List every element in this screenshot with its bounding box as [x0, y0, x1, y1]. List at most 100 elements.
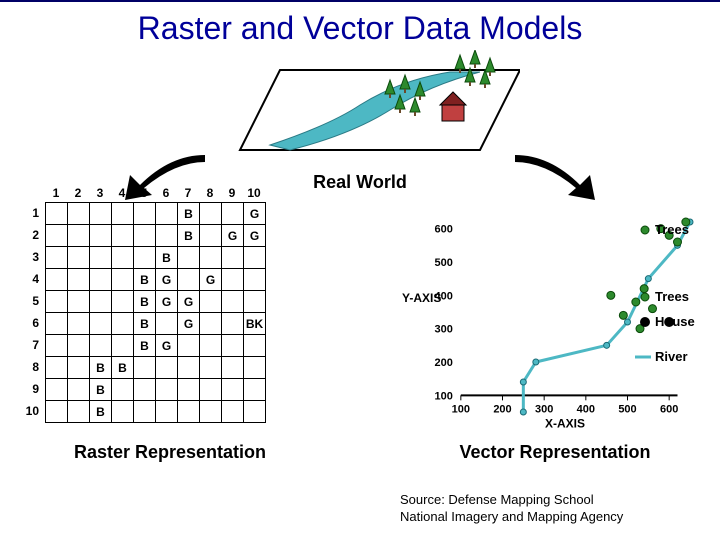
raster-col-header: 9: [221, 186, 243, 200]
raster-cell: [222, 357, 244, 379]
svg-text:River: River: [655, 349, 688, 364]
raster-cell: [46, 291, 68, 313]
raster-cell: [90, 269, 112, 291]
raster-cell: [112, 379, 134, 401]
raster-cell: [90, 203, 112, 225]
raster-cell: [112, 203, 134, 225]
raster-cell: [46, 203, 68, 225]
raster-cell: [200, 247, 222, 269]
raster-row-header: 10: [20, 400, 42, 422]
raster-cell: [200, 313, 222, 335]
raster-cell: [68, 269, 90, 291]
raster-cell: [222, 269, 244, 291]
raster-cell: [90, 291, 112, 313]
raster-cell: G: [156, 335, 178, 357]
raster-cell: B: [134, 269, 156, 291]
raster-grid: BGBGGBBGGBGGBGBKBGBBBB: [45, 202, 266, 423]
raster-cell: [134, 225, 156, 247]
raster-cell: [200, 203, 222, 225]
raster-cell: [112, 335, 134, 357]
raster-cell: [244, 401, 266, 423]
raster-cell: [68, 225, 90, 247]
raster-cell: [222, 203, 244, 225]
raster-cell: [156, 313, 178, 335]
raster-cell: [90, 313, 112, 335]
raster-row-header: 8: [20, 356, 42, 378]
raster-cell: [134, 247, 156, 269]
svg-text:600: 600: [434, 224, 452, 236]
raster-row-header: 7: [20, 334, 42, 356]
raster-cell: [200, 357, 222, 379]
raster-cell: [46, 335, 68, 357]
svg-text:100: 100: [452, 403, 470, 415]
raster-col-header: 8: [199, 186, 221, 200]
raster-representation: 12345678910 12345678910 BGBGGBBGGBGGBGBK…: [20, 202, 320, 462]
raster-cell: [222, 313, 244, 335]
raster-cell: [200, 225, 222, 247]
raster-cell: [112, 313, 134, 335]
raster-cell: [244, 247, 266, 269]
raster-cell: [90, 225, 112, 247]
raster-cell: [200, 401, 222, 423]
raster-cell: [46, 225, 68, 247]
raster-col-header: 4: [111, 186, 133, 200]
raster-cell: [68, 247, 90, 269]
raster-cell: [244, 379, 266, 401]
raster-row-header: 4: [20, 268, 42, 290]
raster-cell: [68, 313, 90, 335]
real-world-illustration: [200, 50, 520, 170]
raster-cell: [244, 357, 266, 379]
raster-cell: G: [244, 203, 266, 225]
raster-cell: [244, 291, 266, 313]
raster-cell: BK: [244, 313, 266, 335]
raster-cell: [222, 401, 244, 423]
raster-cell: B: [134, 313, 156, 335]
raster-cell: [112, 401, 134, 423]
raster-col-headers: 12345678910: [45, 186, 265, 200]
raster-row-header: 6: [20, 312, 42, 334]
raster-cell: B: [178, 203, 200, 225]
svg-text:Trees: Trees: [655, 222, 689, 237]
raster-cell: G: [156, 269, 178, 291]
raster-row-header: 3: [20, 246, 42, 268]
raster-cell: [156, 203, 178, 225]
raster-cell: B: [134, 291, 156, 313]
raster-cell: [156, 357, 178, 379]
raster-col-header: 6: [155, 186, 177, 200]
svg-text:400: 400: [577, 403, 595, 415]
raster-col-header: 5: [133, 186, 155, 200]
raster-cell: [68, 379, 90, 401]
raster-cell: [90, 335, 112, 357]
page-title: Raster and Vector Data Models: [0, 10, 720, 47]
svg-text:300: 300: [535, 403, 553, 415]
raster-row-header: 5: [20, 290, 42, 312]
raster-cell: [134, 357, 156, 379]
raster-cell: [134, 379, 156, 401]
raster-col-header: 1: [45, 186, 67, 200]
raster-cell: [244, 269, 266, 291]
raster-cell: [178, 247, 200, 269]
raster-cell: [46, 401, 68, 423]
raster-cell: [222, 247, 244, 269]
svg-text:600: 600: [660, 403, 678, 415]
svg-text:500: 500: [618, 403, 636, 415]
source-citation: Source: Defense Mapping School National …: [400, 492, 623, 526]
raster-cell: [112, 225, 134, 247]
raster-cell: [46, 269, 68, 291]
raster-cell: [178, 357, 200, 379]
raster-cell: B: [112, 357, 134, 379]
raster-cell: [68, 401, 90, 423]
raster-cell: [156, 401, 178, 423]
svg-text:300: 300: [434, 324, 452, 336]
svg-text:Y-AXIS: Y-AXIS: [402, 291, 441, 305]
raster-cell: B: [90, 401, 112, 423]
raster-row-header: 2: [20, 224, 42, 246]
raster-cell: [112, 269, 134, 291]
raster-cell: [46, 313, 68, 335]
raster-cell: [244, 335, 266, 357]
raster-cell: [112, 247, 134, 269]
raster-cell: [90, 247, 112, 269]
raster-cell: [134, 401, 156, 423]
vector-caption: Vector Representation: [400, 442, 710, 463]
svg-text:X-AXIS: X-AXIS: [545, 416, 585, 430]
